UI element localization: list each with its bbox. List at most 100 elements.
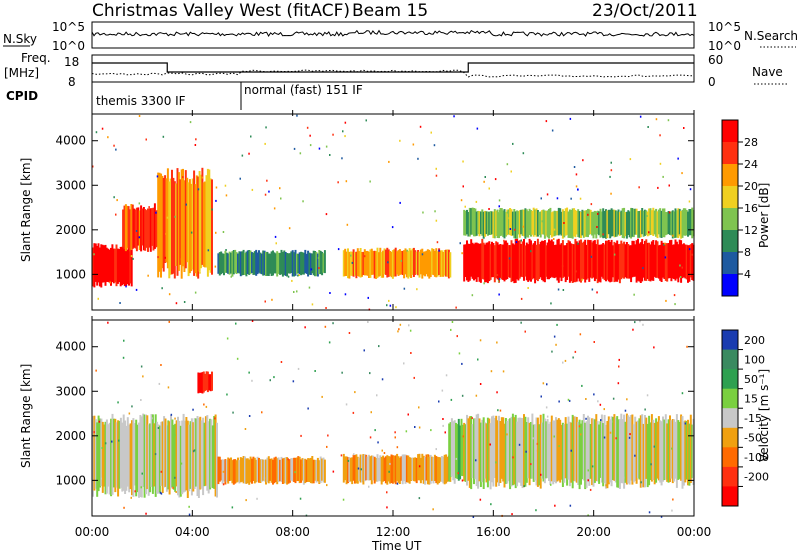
heatmap-speckle — [671, 509, 673, 512]
heatmap-speckle — [414, 426, 416, 428]
heatmap-speckle — [363, 349, 365, 352]
heatmap-cell-4-49 — [411, 248, 414, 275]
heatmap-cell-1-8 — [208, 374, 211, 391]
heatmap-speckle — [310, 268, 313, 271]
heatmap-cell-4-63 — [431, 248, 434, 275]
heatmap-cell-5-71 — [561, 240, 564, 278]
heatmap-speckle — [514, 228, 516, 231]
heatmap-speckle — [160, 470, 163, 473]
heatmap-cell-4-30 — [384, 249, 387, 275]
heatmap-cell-3-66 — [435, 456, 438, 484]
heatmap-speckle — [484, 176, 486, 178]
heatmap-cell-0-66 — [184, 420, 186, 492]
heatmap-cell-1-2 — [124, 204, 127, 252]
heatmap-cell-3-51 — [288, 253, 291, 274]
heatmap-cell-5-48 — [530, 422, 532, 479]
heatmap-cell-3-1 — [344, 456, 347, 481]
heatmap-speckle — [363, 255, 366, 258]
heatmap-cell-5-154 — [677, 244, 680, 283]
heatmap-speckle — [605, 484, 607, 487]
heatmap-cell-0-14 — [111, 413, 114, 495]
heatmap-speckle — [394, 436, 396, 439]
heatmap-speckle — [688, 248, 691, 251]
heatmap-cell-5-67 — [556, 239, 559, 281]
heatmap-cell-3-62 — [304, 249, 307, 274]
heatmap-cell-4-47 — [408, 248, 411, 277]
heatmap-cell-3-14 — [362, 454, 365, 485]
heatmap-cell-5-97 — [598, 244, 601, 282]
heatmap-speckle — [399, 323, 402, 326]
heatmap-speckle — [230, 275, 232, 278]
heatmap-speckle — [523, 485, 525, 488]
heatmap-cell-5-64 — [552, 241, 555, 278]
heatmap-cell-6-83 — [578, 211, 581, 238]
heatmap-cell-0-73 — [193, 418, 196, 489]
heatmap-speckle — [453, 115, 455, 118]
heatmap-speckle — [689, 188, 692, 191]
heatmap-speckle — [299, 152, 302, 155]
heatmap-speckle — [562, 361, 564, 364]
heatmap-speckle — [107, 321, 109, 324]
heatmap-cell-3-21 — [246, 250, 249, 274]
heatmap-speckle — [374, 429, 376, 432]
heatmap-cell-3-69 — [439, 457, 442, 482]
heatmap-speckle — [100, 477, 102, 480]
heatmap-speckle — [244, 428, 247, 430]
heatmap-cell-5-120 — [630, 415, 633, 481]
heatmap-cell-3-66 — [309, 253, 312, 275]
heatmap-cell-2-31 — [200, 174, 202, 269]
heatmap-speckle — [433, 144, 436, 147]
heatmap-cell-2-6 — [165, 178, 168, 263]
heatmap-cell-6-62 — [549, 207, 552, 236]
heatmap-cell-2-75 — [322, 457, 325, 483]
heatmap-speckle — [344, 293, 347, 296]
heatmap-speckle — [151, 417, 153, 420]
heatmap-cell-6-154 — [677, 208, 680, 238]
heatmap-speckle — [664, 242, 666, 245]
heatmap-cell-5-69 — [559, 419, 562, 483]
heatmap-speckle — [383, 452, 386, 454]
heatmap-cell-6-28 — [502, 210, 505, 238]
heatmap-cell-2-38 — [209, 178, 212, 273]
heatmap-cell-5-71 — [561, 422, 564, 487]
heatmap-cell-6-90 — [588, 209, 591, 235]
heatmap-cell-0-55 — [168, 421, 171, 495]
heatmap-cell-0-27 — [129, 423, 132, 490]
noise-label: N.Sky — [3, 32, 37, 46]
heatmap-cell-4-23 — [375, 251, 378, 279]
heatmap-cell-3-54 — [293, 252, 296, 277]
heatmap-cell-6-9 — [475, 211, 478, 236]
heatmap-cell-4-34 — [390, 251, 393, 278]
ytick-label: 2000 — [55, 429, 86, 443]
heatmap-cell-0-25 — [126, 249, 129, 285]
heatmap-cell-5-116 — [624, 244, 627, 278]
heatmap-speckle — [542, 382, 545, 385]
heatmap-cell-5-134 — [649, 422, 652, 480]
heatmap-speckle — [122, 356, 125, 359]
heatmap-cell-2-27 — [194, 184, 197, 274]
heatmap-cell-6-57 — [542, 209, 545, 235]
heatmap-cell-5-53 — [536, 238, 539, 282]
heatmap-speckle — [381, 449, 383, 452]
heatmap-cell-4-2 — [450, 418, 453, 477]
heatmap-cell-0-0 — [92, 416, 94, 497]
heatmap-speckle — [416, 288, 418, 291]
heatmap-speckle — [353, 453, 355, 456]
heatmap-cell-5-78 — [571, 244, 574, 283]
heatmap-cell-2-4 — [162, 177, 165, 272]
plot-title: Christmas Valley West (fitACF) — [92, 1, 350, 21]
heatmap-cell-5-115 — [623, 241, 626, 279]
heatmap-cell-0-11 — [107, 424, 110, 487]
heatmap-cell-6-46 — [527, 211, 530, 238]
heatmap-cell-2-35 — [205, 175, 208, 268]
heatmap-speckle — [351, 261, 354, 264]
heatmap-cell-5-126 — [638, 418, 641, 480]
heatmap-speckle — [587, 514, 589, 517]
heatmap-cell-4-1 — [449, 422, 452, 478]
heatmap-speckle — [660, 515, 663, 518]
heatmap-cell-5-103 — [606, 421, 609, 489]
heatmap-speckle — [367, 321, 369, 323]
heatmap-cell-5-75 — [567, 240, 570, 277]
heatmap-speckle — [183, 301, 186, 303]
